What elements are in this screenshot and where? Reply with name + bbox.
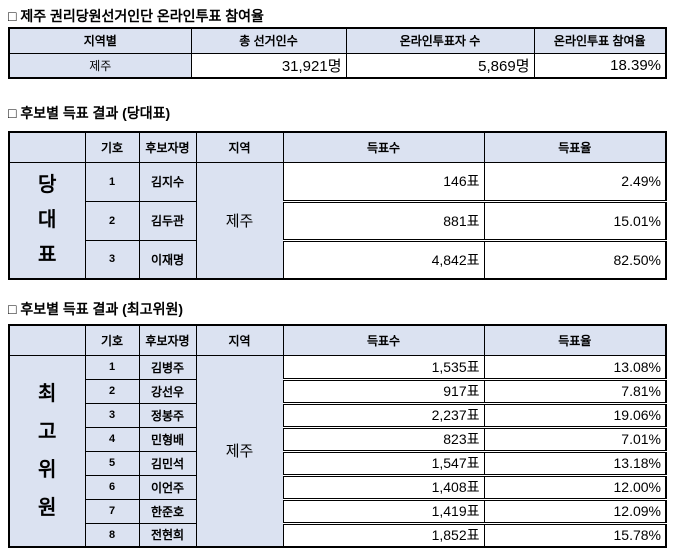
vote-rate-value: 82.50% [483, 238, 667, 280]
candidate-name: 한준호 [138, 498, 197, 524]
table-row: 당 대 표 1 김지수 제주 146표 2.49% [8, 161, 667, 280]
header-ballot-number: 기호 [84, 131, 140, 163]
candidate-name: 김민석 [138, 450, 197, 476]
vote-rate-value: 7.01% [483, 425, 667, 452]
total-electors-value: 31,921명 [190, 52, 347, 79]
leader-results-table: 기호 후보자명 지역 득표수 득표율 당 대 표 1 김지수 제주 146표 2… [8, 131, 667, 280]
table-header-row: 기호 후보자명 지역 득표수 득표율 [8, 324, 667, 356]
region-value: 제주 [195, 354, 284, 548]
table-header-row: 기호 후보자명 지역 득표수 득표율 [8, 131, 667, 163]
vote-rate-value: 12.09% [483, 497, 667, 524]
vote-rate-value: 13.18% [483, 449, 667, 476]
table-row: 5 김민석 1,547표 13.18% [9, 449, 667, 476]
ballot-number: 3 [84, 402, 140, 428]
ballot-number: 1 [84, 354, 140, 380]
online-voters-value: 5,869명 [345, 52, 535, 79]
table-row: 2 강선우 917표 7.81% [9, 377, 667, 404]
table-row: 7 한준호 1,419표 12.09% [9, 497, 667, 524]
header-candidate-name: 후보자명 [138, 131, 197, 163]
candidate-name: 김두관 [138, 200, 197, 241]
leader-section-title: □ 후보별 득표 결과 (당대표) [8, 105, 171, 121]
table-row: 3 이재명 4,842표 82.50% [9, 238, 667, 280]
ballot-number: 2 [84, 378, 140, 404]
header-total-electors: 총 선거인수 [190, 27, 347, 54]
header-vote-rate: 득표율 [483, 131, 667, 163]
header-group [8, 131, 86, 163]
candidate-name: 이언주 [138, 474, 197, 500]
candidate-name: 강선우 [138, 378, 197, 404]
votes-value: 881표 [282, 199, 485, 241]
vote-rate-value: 2.49% [483, 161, 667, 202]
ballot-number: 3 [84, 239, 140, 280]
votes-value: 1,852표 [282, 521, 485, 548]
header-votes: 득표수 [282, 131, 485, 163]
candidate-name: 김병주 [138, 354, 197, 380]
vote-rate-value: 19.06% [483, 401, 667, 428]
votes-value: 1,535표 [282, 354, 485, 380]
votes-value: 1,419표 [282, 497, 485, 524]
votes-value: 4,842표 [282, 238, 485, 280]
votes-value: 823표 [282, 425, 485, 452]
participation-table: 지역별 총 선거인수 온라인투표자 수 온라인투표 참여율 제주 31,921명… [8, 27, 667, 79]
council-section-title: □ 후보별 득표 결과 (최고위원) [8, 301, 184, 317]
candidate-name: 김지수 [138, 161, 197, 202]
table-row: 8 전현희 1,852표 15.78% [9, 521, 667, 548]
header-region: 지역별 [8, 27, 192, 54]
candidate-name: 민형배 [138, 426, 197, 452]
ballot-number: 6 [84, 474, 140, 500]
ballot-number: 8 [84, 522, 140, 548]
table-row: 최 고 위 원 1 김병주 제주 1,535표 13.08% [8, 354, 667, 548]
votes-value: 1,547표 [282, 449, 485, 476]
header-vote-rate: 득표율 [483, 324, 667, 356]
votes-value: 146표 [282, 161, 485, 202]
participation-rate-value: 18.39% [533, 52, 667, 79]
ballot-number: 5 [84, 450, 140, 476]
group-label-party-leader: 당 대 표 [8, 161, 86, 280]
header-group [8, 324, 86, 356]
vote-rate-value: 12.00% [483, 473, 667, 500]
table-row: 4 민형배 823표 7.01% [9, 425, 667, 452]
table-row: 제주 31,921명 5,869명 18.39% [8, 52, 667, 79]
participation-section-title: □ 제주 권리당원선거인단 온라인투표 참여율 [8, 8, 264, 24]
council-results-table: 기호 후보자명 지역 득표수 득표율 최 고 위 원 1 김병주 제주 1,53… [8, 324, 667, 548]
region-value: 제주 [195, 161, 284, 280]
header-region: 지역 [195, 324, 284, 356]
table-row: 3 정봉주 2,237표 19.06% [9, 401, 667, 428]
table-row: 2 김두관 881표 15.01% [9, 199, 667, 241]
vote-rate-value: 15.01% [483, 199, 667, 241]
header-participation-rate: 온라인투표 참여율 [533, 27, 667, 54]
header-online-voters: 온라인투표자 수 [345, 27, 535, 54]
votes-value: 1,408표 [282, 473, 485, 500]
region-value: 제주 [8, 52, 192, 79]
vote-rate-value: 7.81% [483, 377, 667, 404]
ballot-number: 7 [84, 498, 140, 524]
table-header-row: 지역별 총 선거인수 온라인투표자 수 온라인투표 참여율 [8, 27, 667, 54]
votes-value: 917표 [282, 377, 485, 404]
ballot-number: 1 [84, 161, 140, 202]
header-candidate-name: 후보자명 [138, 324, 197, 356]
header-region: 지역 [195, 131, 284, 163]
group-label-supreme-council: 최 고 위 원 [8, 354, 86, 548]
vote-rate-value: 15.78% [483, 521, 667, 548]
ballot-number: 2 [84, 200, 140, 241]
votes-value: 2,237표 [282, 401, 485, 428]
candidate-name: 이재명 [138, 239, 197, 280]
candidate-name: 전현희 [138, 522, 197, 548]
table-row: 6 이언주 1,408표 12.00% [9, 473, 667, 500]
ballot-number: 4 [84, 426, 140, 452]
candidate-name: 정봉주 [138, 402, 197, 428]
vote-rate-value: 13.08% [483, 354, 667, 380]
header-ballot-number: 기호 [84, 324, 140, 356]
header-votes: 득표수 [282, 324, 485, 356]
